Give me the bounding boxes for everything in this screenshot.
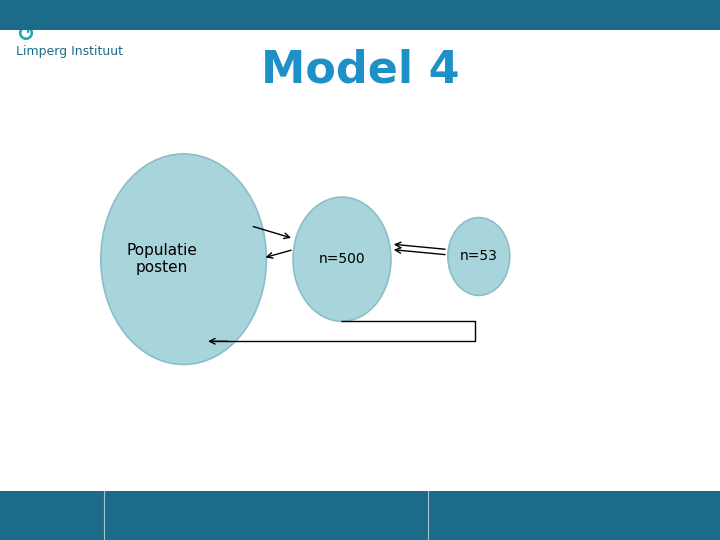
Text: Universiteit: Universiteit [464, 511, 528, 521]
Text: ↺: ↺ [16, 25, 35, 45]
Ellipse shape [101, 154, 266, 364]
Text: Model 4: Model 4 [261, 49, 459, 92]
Ellipse shape [448, 218, 510, 295]
Text: n=53: n=53 [460, 249, 498, 264]
Text: amsterdam: amsterdam [554, 511, 618, 521]
Ellipse shape [293, 197, 391, 321]
FancyBboxPatch shape [0, 30, 720, 491]
Text: vrije: vrije [436, 511, 460, 521]
Text: Populatie
posten: Populatie posten [127, 243, 197, 275]
Bar [0, 0, 720, 30]
Text: 25 mei 2016 - Symposium Statistical Auditing: 25 mei 2016 - Symposium Statistical Audi… [112, 511, 367, 521]
Text: Slide 11: Slide 11 [7, 511, 53, 521]
Bar [0, 491, 720, 540]
Text: Limperg Instituut: Limperg Instituut [16, 45, 123, 58]
Text: n=500: n=500 [319, 252, 365, 266]
